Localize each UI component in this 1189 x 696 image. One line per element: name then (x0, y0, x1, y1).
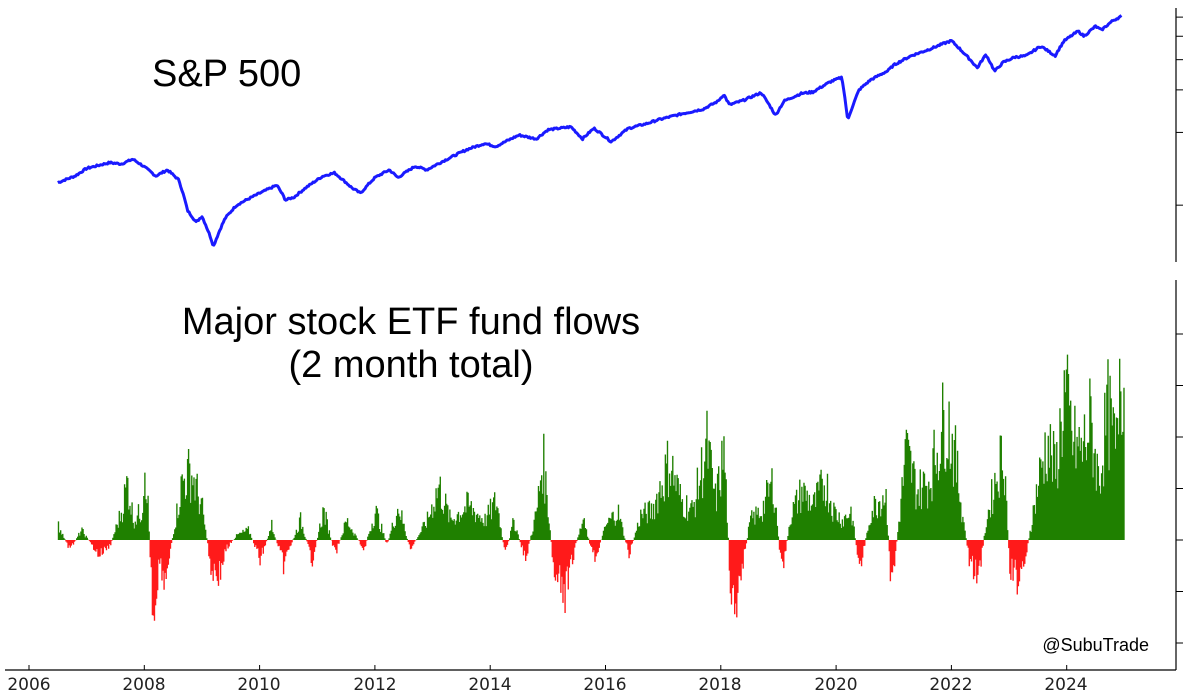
flows-right-ticks (1176, 333, 1183, 644)
flows-panel: Major stock ETF fund flows (2 month tota… (57, 280, 1183, 670)
sp500-title: S&P 500 (152, 53, 301, 95)
flows-title-line1: Major stock ETF fund flows (182, 301, 640, 343)
x-tick-label-2024: 2024 (1044, 675, 1087, 695)
sp500-series-line (57, 14, 1123, 247)
flows-negative-area (65, 540, 1029, 621)
watermark: @SubuTrade (1042, 635, 1149, 655)
flows-positive-area (57, 354, 1125, 540)
x-tick-label-2008: 2008 (122, 675, 165, 695)
x-tick-label-2006: 2006 (7, 675, 50, 695)
sp500-right-ticks (1176, 16, 1183, 206)
x-tick-label-2018: 2018 (698, 675, 741, 695)
x-tick-label-2022: 2022 (929, 675, 972, 695)
x-tick-label-2020: 2020 (814, 675, 857, 695)
x-axis: 2006 2008 2010 2012 2014 2016 2018 2020 … (5, 665, 1176, 695)
x-tick-marks (28, 665, 1068, 670)
x-tick-label-2010: 2010 (237, 675, 280, 695)
flows-title-line2: (2 month total) (289, 344, 534, 386)
x-tick-label-2014: 2014 (468, 675, 511, 695)
x-tick-label-2016: 2016 (583, 675, 626, 695)
x-tick-label-2012: 2012 (353, 675, 396, 695)
sp500-panel: S&P 500 (57, 8, 1183, 262)
